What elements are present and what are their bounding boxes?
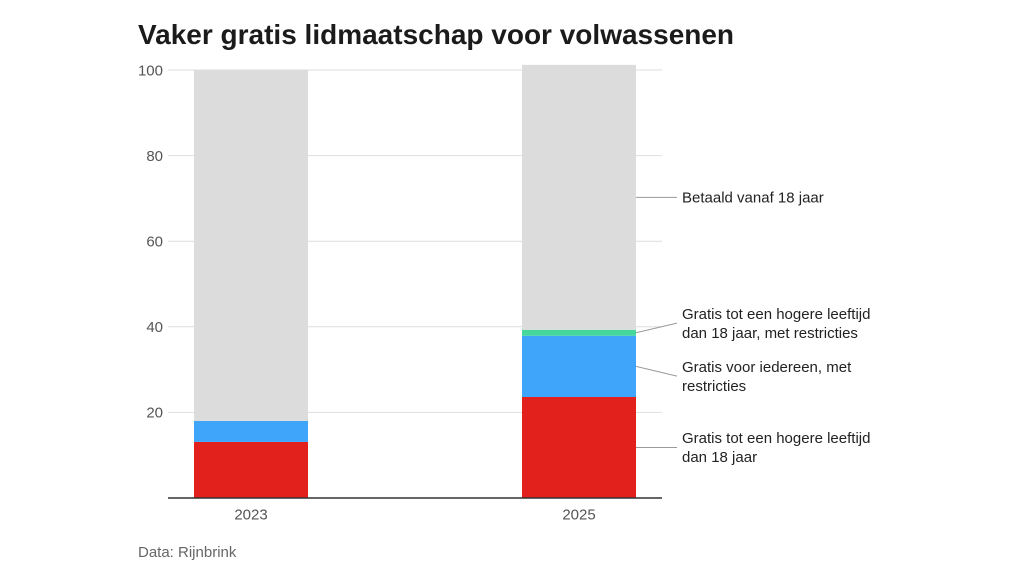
chart-title: Vaker gratis lidmaatschap voor volwassen… — [138, 19, 734, 50]
x-axis-labels: 2023 2025 — [234, 506, 595, 523]
y-axis-ticks: 20 40 60 80 100 — [138, 62, 163, 421]
bar-segment-2025-gratis-voor-iedereen-met-restricties — [522, 335, 636, 397]
series-label-betaald-vanaf-18-jaar: Betaald vanaf 18 jaar — [682, 190, 824, 207]
y-tick-label: 40 — [146, 319, 163, 336]
bar-segment-2023-betaald-vanaf-18-jaar — [194, 70, 308, 421]
x-tick-label: 2023 — [234, 506, 267, 523]
bar-segment-2023-gratis-tot-een-hogere-leeftijd-dan-18-jaar — [194, 441, 308, 498]
bars — [194, 64, 636, 498]
y-tick-label: 20 — [146, 405, 163, 422]
leader-line-gratis-tot-een-hogere-leeftijd-dan-18-jaar-met-restricties — [635, 322, 678, 334]
y-tick-label: 80 — [146, 148, 163, 165]
bar-segment-2025-gratis-tot-een-hogere-leeftijd-dan-18-jaar — [522, 396, 636, 498]
series-label-gratis-tot-een-hogere-leeftijd-dan-18-jaar-met-restricties: Gratis tot een hogere leeftijd dan 18 ja… — [682, 306, 875, 342]
series-label-gratis-tot-een-hogere-leeftijd-dan-18-jaar: Gratis tot een hogere leeftijd dan 18 ja… — [682, 430, 875, 466]
series-label-gratis-voor-iedereen-met-restricties: Gratis voor iedereen, met restricties — [682, 359, 855, 395]
source-note: Data: Rijnbrink — [138, 544, 237, 561]
x-tick-label: 2025 — [562, 506, 595, 523]
bar-segment-2023-gratis-voor-iedereen-met-restricties — [194, 420, 308, 442]
series-labels: Gratis tot een hogere leeftijd dan 18 ja… — [682, 190, 875, 467]
y-tick-label: 100 — [138, 62, 163, 79]
leader-line-gratis-voor-iedereen-met-restricties — [635, 365, 678, 377]
leader-lines — [635, 196, 678, 448]
bar-segment-2025-gratis-tot-een-hogere-leeftijd-dan-18-jaar-met-restricties — [522, 329, 636, 336]
bar-segment-2025-betaald-vanaf-18-jaar — [522, 64, 636, 330]
y-tick-label: 60 — [146, 233, 163, 250]
